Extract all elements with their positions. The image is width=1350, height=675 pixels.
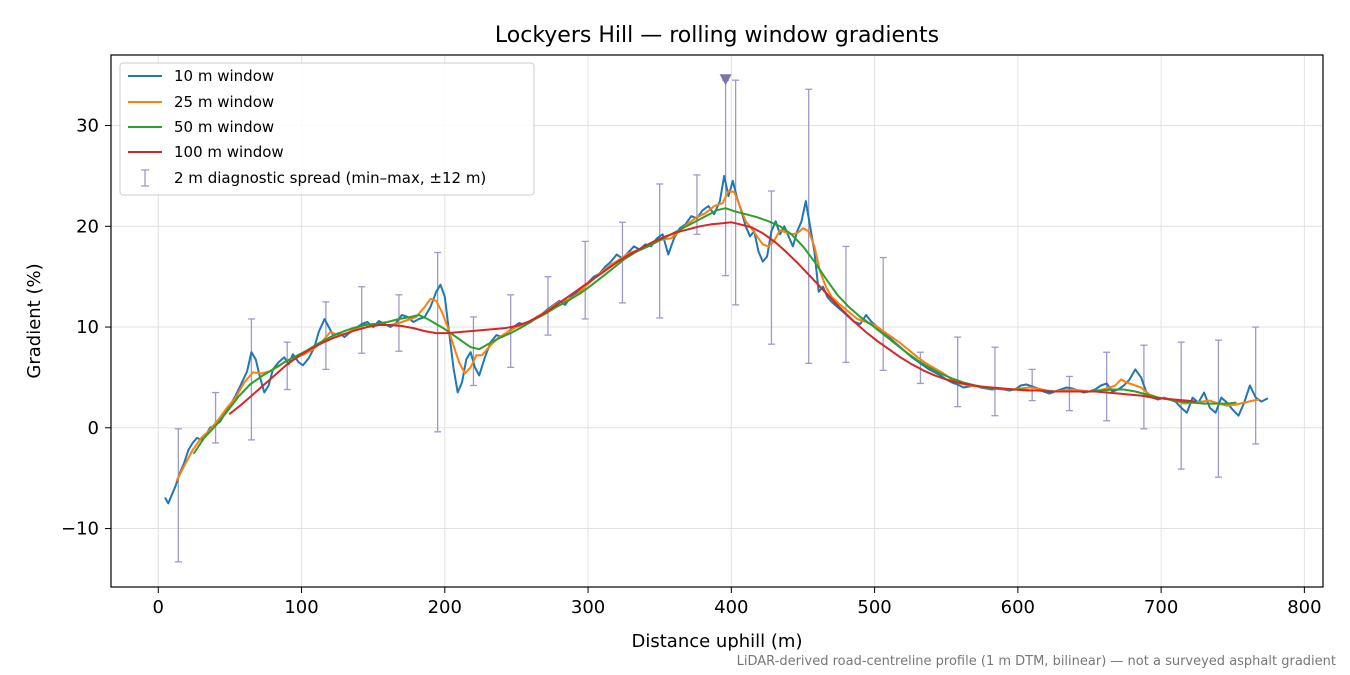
errorbar — [322, 301, 330, 371]
errorbar — [1214, 339, 1222, 478]
x-tick-label: 400 — [714, 597, 748, 618]
errorbar — [358, 286, 366, 354]
x-tick-label: 800 — [1287, 597, 1321, 618]
errorbar — [434, 251, 442, 433]
x-tick-label: 200 — [428, 597, 462, 618]
legend: 10 m window 25 m window 50 m window 100 … — [119, 62, 535, 196]
x-tick-label: 0 — [153, 597, 164, 618]
y-tick-label: 30 — [76, 116, 99, 137]
errorbar — [618, 221, 626, 304]
errorbar — [1028, 368, 1036, 402]
x-tick-label: 300 — [571, 597, 605, 618]
errorbar — [879, 256, 887, 372]
errorbar — [767, 190, 775, 345]
x-axis-label: Distance uphill (m) — [632, 631, 803, 652]
y-axis-label: Gradient (%) — [24, 263, 45, 378]
footnote: LiDAR-derived road-centreline profile (1… — [737, 654, 1336, 669]
errorbar — [283, 341, 291, 391]
series-layer — [164, 174, 1269, 505]
legend-label-50m: 50 m window — [174, 118, 274, 136]
legend-label-10m: 10 m window — [174, 67, 274, 85]
plot-frame — [110, 54, 1324, 588]
errorbar — [991, 346, 999, 417]
errorbar — [805, 88, 813, 364]
series-line-100m — [228, 221, 1197, 415]
marker-layer — [719, 74, 732, 86]
x-tick-label: 500 — [857, 597, 891, 618]
legend-swatch-errorbar — [141, 169, 149, 187]
errorbar — [581, 240, 589, 320]
series-line-10m — [164, 174, 1269, 505]
chart-title: Lockyers Hill — rolling window gradients — [495, 23, 939, 48]
x-tick-label: 700 — [1144, 597, 1178, 618]
errorbar — [174, 428, 182, 563]
x-tick-label: 600 — [1001, 597, 1035, 618]
y-tick-label: 20 — [76, 216, 99, 237]
errorbar — [1252, 326, 1260, 445]
errorbar — [247, 318, 255, 441]
errorbar — [1065, 375, 1073, 412]
legend-label-25m: 25 m window — [174, 93, 274, 111]
y-tick-label: −10 — [61, 519, 99, 540]
errorbar — [656, 183, 664, 319]
errorbar — [954, 336, 962, 408]
errorbar — [1103, 351, 1111, 422]
errorbar — [544, 276, 552, 336]
y-tick-label: 0 — [88, 418, 99, 439]
y-tick-label: 10 — [76, 317, 99, 338]
errorbar — [212, 391, 220, 444]
legend-label-errorbar: 2 m diagnostic spread (min–max, ±12 m) — [174, 169, 486, 187]
peak-marker — [719, 74, 732, 86]
legend-label-100m: 100 m window — [174, 143, 284, 161]
grid-layer — [111, 55, 1323, 587]
tick-layer: 0 100 200 300 400 500 600 700 800 −10 0 10 20 30 — [61, 116, 1322, 618]
errorbar — [693, 174, 701, 235]
x-tick-label: 100 — [284, 597, 318, 618]
legend-box — [119, 62, 535, 196]
errorbar — [1177, 341, 1185, 470]
errorbar — [469, 316, 477, 387]
